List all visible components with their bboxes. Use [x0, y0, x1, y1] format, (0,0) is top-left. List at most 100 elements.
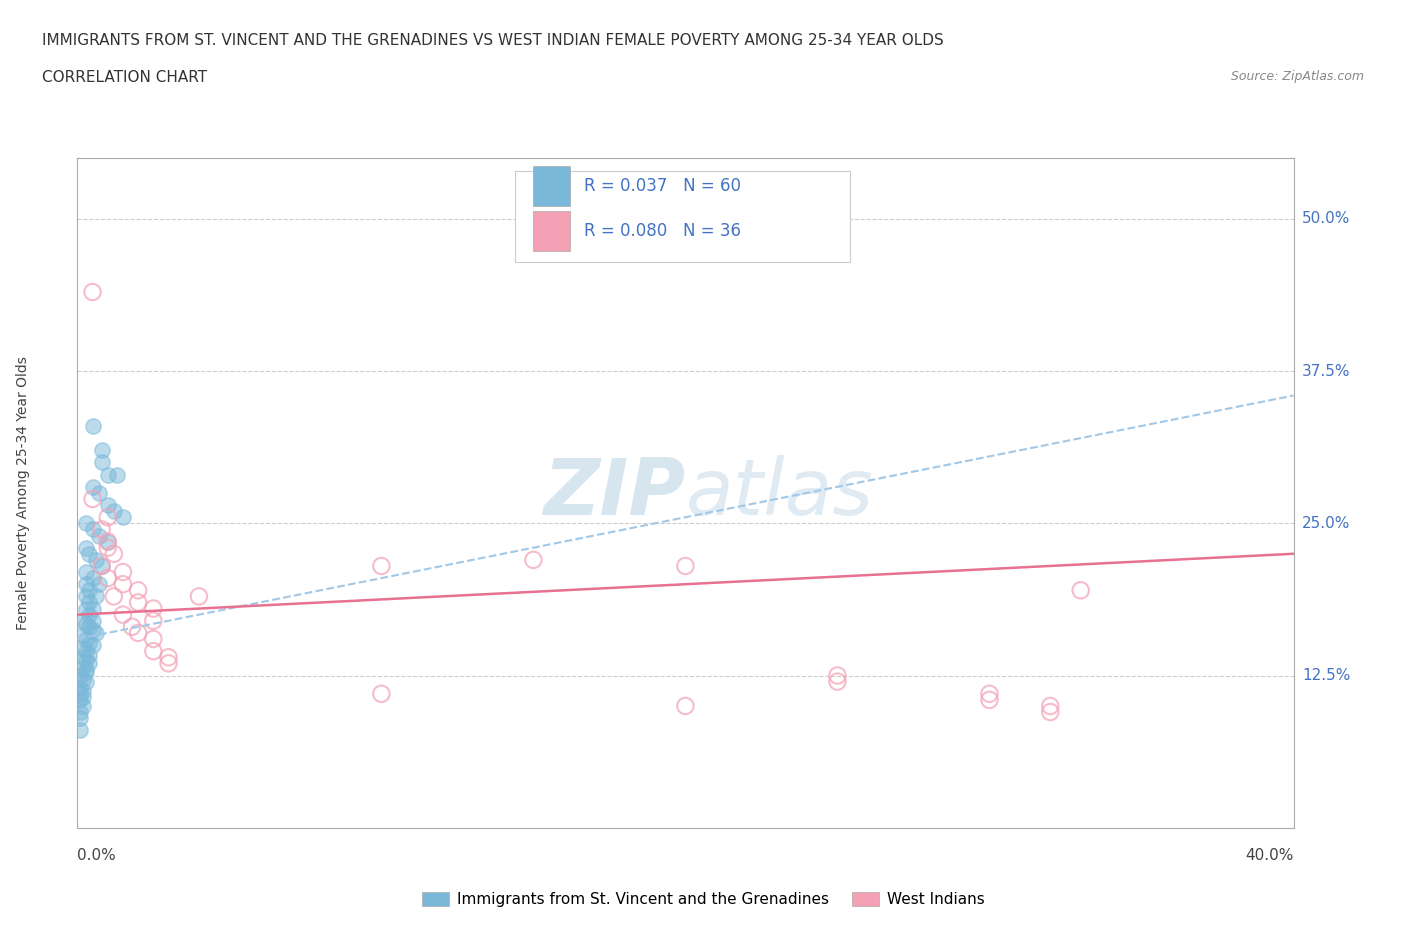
- Point: [84, 589, 107, 604]
- Point: [69, 668, 91, 683]
- Point: [75, 664, 97, 679]
- Text: R = 0.080   N = 36: R = 0.080 N = 36: [585, 222, 741, 240]
- Point: [97, 498, 120, 512]
- Point: [72, 671, 94, 686]
- Point: [75, 565, 97, 579]
- Point: [97, 534, 120, 549]
- Point: [103, 589, 125, 604]
- Point: [75, 674, 97, 689]
- Point: [87, 485, 110, 500]
- Point: [103, 504, 125, 519]
- Point: [1039, 698, 1062, 713]
- Point: [87, 577, 110, 591]
- Point: [90, 455, 112, 470]
- Point: [97, 540, 120, 555]
- Point: [82, 613, 104, 628]
- Text: 25.0%: 25.0%: [1302, 516, 1350, 531]
- Point: [522, 552, 544, 567]
- Point: [84, 552, 107, 567]
- Point: [75, 516, 97, 531]
- FancyBboxPatch shape: [515, 171, 849, 262]
- Point: [82, 492, 104, 507]
- Point: [1070, 583, 1092, 598]
- Point: [72, 650, 94, 665]
- Point: [127, 583, 149, 598]
- Point: [69, 711, 91, 725]
- Point: [79, 619, 101, 634]
- Point: [111, 510, 134, 525]
- Point: [69, 686, 91, 701]
- Point: [87, 528, 110, 543]
- Point: [82, 638, 104, 653]
- Point: [142, 644, 165, 658]
- Point: [75, 652, 97, 667]
- Point: [79, 647, 101, 662]
- Point: [370, 559, 392, 574]
- Point: [142, 631, 165, 646]
- Point: [72, 642, 94, 657]
- Point: [72, 690, 94, 705]
- Point: [75, 617, 97, 631]
- Point: [75, 631, 97, 646]
- Bar: [533, 211, 569, 251]
- Point: [72, 698, 94, 713]
- Point: [97, 534, 120, 549]
- Point: [142, 613, 165, 628]
- Point: [90, 559, 112, 574]
- Point: [675, 698, 697, 713]
- Point: [75, 644, 97, 658]
- Point: [82, 522, 104, 537]
- Point: [69, 705, 91, 720]
- Point: [79, 635, 101, 650]
- Point: [79, 595, 101, 610]
- Point: [72, 684, 94, 698]
- Point: [82, 571, 104, 586]
- Point: [157, 650, 180, 665]
- Point: [72, 628, 94, 643]
- Point: [97, 510, 120, 525]
- Point: [111, 577, 134, 591]
- Text: CORRELATION CHART: CORRELATION CHART: [42, 70, 207, 85]
- Point: [121, 619, 143, 634]
- Text: ZIP: ZIP: [543, 455, 686, 531]
- Point: [90, 522, 112, 537]
- Point: [75, 540, 97, 555]
- Point: [979, 693, 1001, 708]
- Text: Female Poverty Among 25-34 Year Olds: Female Poverty Among 25-34 Year Olds: [15, 356, 30, 630]
- Point: [370, 686, 392, 701]
- Point: [79, 546, 101, 561]
- Point: [979, 686, 1001, 701]
- Point: [675, 559, 697, 574]
- Point: [79, 583, 101, 598]
- Text: 0.0%: 0.0%: [77, 848, 117, 863]
- Point: [72, 613, 94, 628]
- Point: [79, 656, 101, 671]
- Point: [827, 674, 849, 689]
- Point: [103, 546, 125, 561]
- Point: [127, 595, 149, 610]
- Point: [1039, 705, 1062, 720]
- Point: [90, 443, 112, 458]
- Point: [75, 577, 97, 591]
- Point: [127, 626, 149, 641]
- Text: 50.0%: 50.0%: [1302, 211, 1350, 227]
- Text: 40.0%: 40.0%: [1246, 848, 1294, 863]
- Text: 37.5%: 37.5%: [1302, 364, 1350, 379]
- Point: [105, 467, 128, 482]
- Point: [69, 680, 91, 695]
- Point: [90, 559, 112, 574]
- Point: [75, 601, 97, 616]
- Point: [111, 607, 134, 622]
- Point: [142, 601, 165, 616]
- Point: [82, 601, 104, 616]
- Point: [84, 626, 107, 641]
- Point: [69, 723, 91, 737]
- Point: [97, 467, 120, 482]
- Point: [72, 659, 94, 674]
- Point: [827, 668, 849, 683]
- Legend: Immigrants from St. Vincent and the Grenadines, West Indians: Immigrants from St. Vincent and the Gren…: [415, 885, 991, 913]
- Text: Source: ZipAtlas.com: Source: ZipAtlas.com: [1230, 70, 1364, 83]
- Text: 12.5%: 12.5%: [1302, 668, 1350, 683]
- Text: R = 0.037   N = 60: R = 0.037 N = 60: [585, 177, 741, 194]
- Point: [82, 623, 104, 638]
